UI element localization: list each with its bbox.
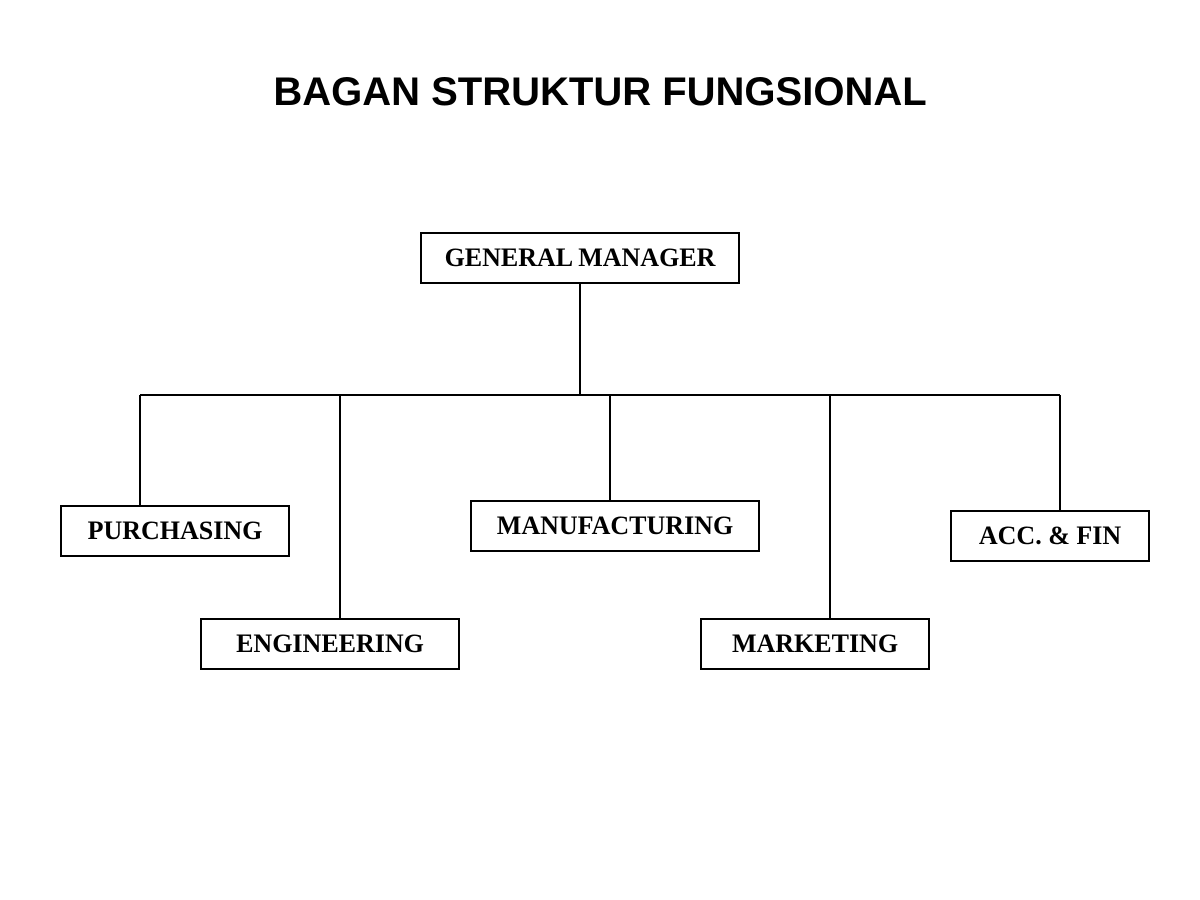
node-general-manager: GENERAL MANAGER (420, 232, 740, 284)
node-label: MANUFACTURING (497, 511, 733, 541)
node-label: MARKETING (732, 629, 898, 659)
node-purchasing: PURCHASING (60, 505, 290, 557)
node-label: ACC. & FIN (979, 521, 1121, 551)
node-label: ENGINEERING (236, 629, 424, 659)
node-marketing: MARKETING (700, 618, 930, 670)
diagram-title: BAGAN STRUKTUR FUNGSIONAL (0, 70, 1200, 115)
node-label: GENERAL MANAGER (445, 243, 716, 273)
node-acc-fin: ACC. & FIN (950, 510, 1150, 562)
node-label: PURCHASING (88, 516, 263, 546)
node-engineering: ENGINEERING (200, 618, 460, 670)
org-chart-connectors (0, 0, 1200, 900)
node-manufacturing: MANUFACTURING (470, 500, 760, 552)
